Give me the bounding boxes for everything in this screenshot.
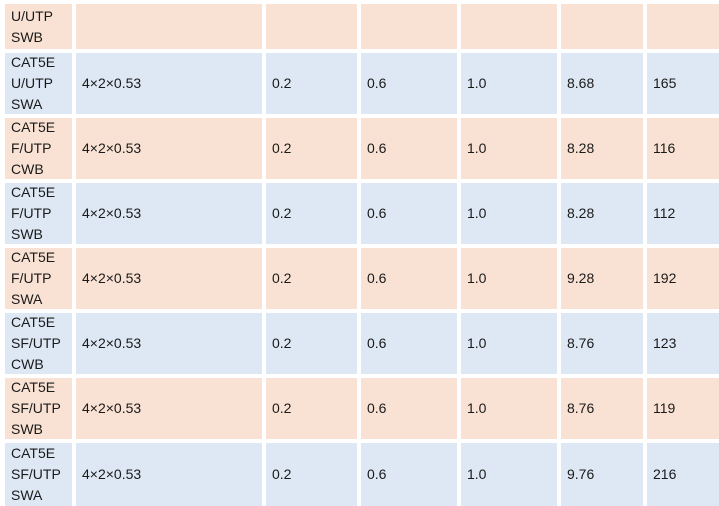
cell-cable-type: CAT5E F/UTP SWB — [5, 183, 72, 244]
cable-type-line: SWB — [11, 29, 43, 45]
cell-value: 123 — [647, 313, 719, 374]
cable-type-line: SWB — [11, 421, 43, 437]
cell-value: 9.28 — [561, 248, 643, 309]
cell-value — [361, 4, 457, 49]
cell-construction: 4×2×0.53 — [76, 118, 262, 179]
cell-value: 0.6 — [361, 183, 457, 244]
cable-type-line: SWA — [11, 96, 43, 112]
cell-construction: 4×2×0.53 — [76, 53, 262, 114]
cell-construction — [76, 4, 262, 49]
cell-value: 0.2 — [266, 53, 357, 114]
cable-type-line: SF/UTP — [11, 400, 61, 416]
cell-value: 8.68 — [561, 53, 643, 114]
cable-type-line: CAT5E — [11, 445, 56, 461]
cell-value: 8.28 — [561, 183, 643, 244]
cable-type-line: SWB — [11, 226, 43, 242]
cable-type-line: SF/UTP — [11, 335, 61, 351]
cable-type-line: SF/UTP — [11, 466, 61, 482]
cell-value — [266, 4, 357, 49]
cell-cable-type: CAT5E SF/UTP SWA — [5, 443, 72, 506]
cable-type-line: CWB — [11, 161, 44, 177]
cell-cable-type: U/UTP SWB — [5, 4, 72, 49]
cell-construction: 4×2×0.53 — [76, 183, 262, 244]
cable-type-lines: CAT5E SF/UTP SWA — [11, 443, 61, 506]
cell-value: 9.76 — [561, 443, 643, 506]
cable-type-lines: CAT5E F/UTP SWB — [11, 183, 55, 244]
cell-cable-type: CAT5E SF/UTP CWB — [5, 313, 72, 374]
cell-value: 8.76 — [561, 313, 643, 374]
cell-cable-type: CAT5E SF/UTP SWB — [5, 378, 72, 439]
cell-value: 8.28 — [561, 118, 643, 179]
cell-value: 0.2 — [266, 313, 357, 374]
cable-type-line: CAT5E — [11, 184, 56, 200]
cable-type-line: SWA — [11, 487, 43, 503]
cell-value: 0.2 — [266, 378, 357, 439]
cable-type-line: U/UTP — [11, 8, 53, 24]
cell-value: 0.6 — [361, 53, 457, 114]
cell-value: 1.0 — [461, 118, 557, 179]
cell-value: 0.2 — [266, 443, 357, 506]
cable-type-line: CAT5E — [11, 54, 56, 70]
cell-value: 1.0 — [461, 183, 557, 244]
cell-value: 1.0 — [461, 378, 557, 439]
cell-value: 0.2 — [266, 248, 357, 309]
cell-value — [647, 4, 719, 49]
cell-value: 1.0 — [461, 313, 557, 374]
cable-type-line: F/UTP — [11, 205, 52, 221]
cable-type-lines: CAT5E F/UTP SWA — [11, 248, 55, 309]
cell-value: 216 — [647, 443, 719, 506]
cable-type-line: U/UTP — [11, 75, 53, 91]
cell-construction: 4×2×0.53 — [76, 378, 262, 439]
cell-value: 0.6 — [361, 118, 457, 179]
cell-construction: 4×2×0.53 — [76, 248, 262, 309]
cell-value: 0.6 — [361, 378, 457, 439]
cell-value: 0.6 — [361, 248, 457, 309]
cable-type-line: CAT5E — [11, 379, 56, 395]
cell-construction: 4×2×0.53 — [76, 313, 262, 374]
cell-cable-type: CAT5E F/UTP SWA — [5, 248, 72, 309]
cell-construction: 4×2×0.53 — [76, 443, 262, 506]
cable-type-lines: CAT5E SF/UTP CWB — [11, 313, 61, 374]
cable-type-line: CAT5E — [11, 249, 56, 265]
cell-value: 1.0 — [461, 248, 557, 309]
cell-value: 165 — [647, 53, 719, 114]
cable-type-lines: CAT5E SF/UTP SWB — [11, 378, 61, 439]
cell-value: 0.6 — [361, 443, 457, 506]
cable-type-line: F/UTP — [11, 270, 52, 286]
cable-type-lines: CAT5E F/UTP CWB — [11, 118, 55, 179]
cell-value: 116 — [647, 118, 719, 179]
cell-value: 8.76 — [561, 378, 643, 439]
cell-value: 1.0 — [461, 53, 557, 114]
cell-value — [461, 4, 557, 49]
cell-cable-type: CAT5E F/UTP CWB — [5, 118, 72, 179]
cell-value: 1.0 — [461, 443, 557, 506]
cable-type-line: CAT5E — [11, 314, 56, 330]
cable-type-lines: U/UTP SWB — [11, 6, 53, 48]
cell-value: 119 — [647, 378, 719, 439]
cell-value — [561, 4, 643, 49]
cable-type-lines: CAT5E U/UTP SWA — [11, 53, 55, 114]
cable-type-line: CWB — [11, 356, 44, 372]
cell-value: 192 — [647, 248, 719, 309]
cable-type-line: SWA — [11, 291, 43, 307]
cell-value: 112 — [647, 183, 719, 244]
cell-value: 0.2 — [266, 118, 357, 179]
cell-value: 0.2 — [266, 183, 357, 244]
cell-cable-type: CAT5E U/UTP SWA — [5, 53, 72, 114]
cell-value: 0.6 — [361, 313, 457, 374]
cable-type-line: F/UTP — [11, 140, 52, 156]
cable-type-line: CAT5E — [11, 119, 56, 135]
